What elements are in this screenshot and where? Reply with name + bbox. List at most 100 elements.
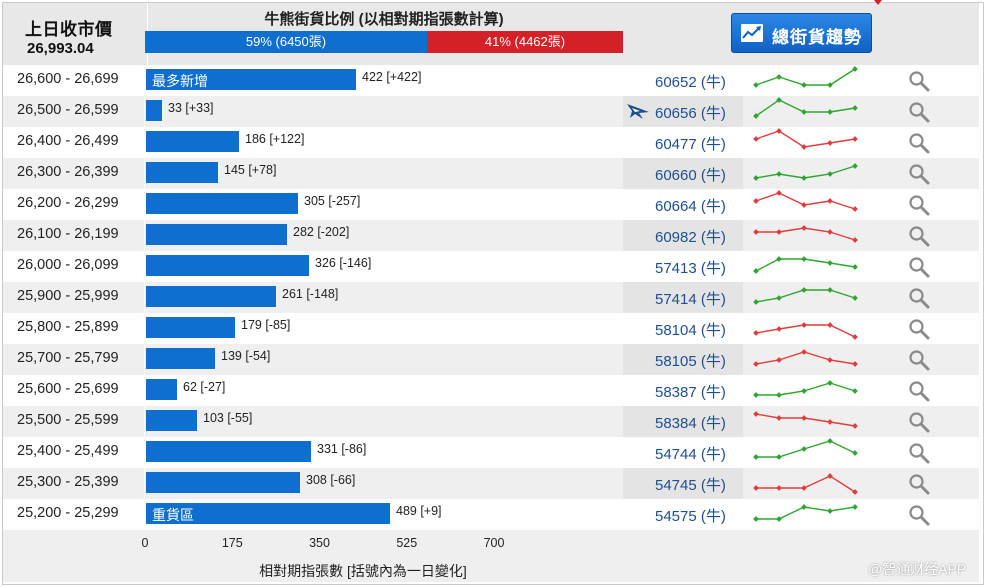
bar-value-label: 326 [-146] — [315, 256, 372, 270]
warrant-code-link[interactable]: 60982 (牛) — [655, 229, 726, 246]
sparkline-point — [852, 450, 858, 456]
sparkline-path — [756, 506, 856, 520]
bar-value-label: 103 [-55] — [203, 411, 253, 425]
sparkline-path — [755, 289, 856, 303]
search-icon[interactable] — [908, 163, 930, 185]
search-icon[interactable] — [908, 225, 930, 247]
table-row: 25,900 - 25,999 261 [-148] 57414 (牛) — [3, 282, 979, 313]
bar[interactable] — [146, 100, 162, 121]
sparkline-point — [776, 74, 782, 80]
bar[interactable] — [146, 286, 276, 307]
price-range-label: 25,400 - 25,499 — [17, 443, 119, 459]
sparkline-point — [827, 287, 833, 293]
sparkline-point — [852, 105, 858, 111]
row-divider — [144, 437, 145, 468]
warrant-code-link[interactable]: 58384 (牛) — [655, 415, 726, 432]
sparkline-point — [753, 299, 759, 305]
sparkline-path — [755, 192, 856, 210]
table-row: 26,000 - 26,099 326 [-146] 57413 (牛) — [3, 251, 979, 282]
sparkline-point — [801, 322, 807, 328]
sparkline-point — [753, 229, 759, 235]
bar[interactable]: 重貨區 — [146, 503, 390, 524]
bar[interactable] — [146, 348, 215, 369]
sparkline-point — [753, 454, 759, 460]
search-icon[interactable] — [908, 132, 930, 154]
bar-value-label: 305 [-257] — [304, 194, 361, 208]
bar[interactable] — [146, 131, 239, 152]
sparkline-path — [755, 68, 856, 86]
x-axis — [3, 530, 979, 582]
total-outstanding-trend-button[interactable]: 總街貨趨勢 — [731, 13, 872, 53]
search-icon[interactable] — [908, 256, 930, 278]
sparkline-point — [776, 516, 782, 522]
warrant-code-link[interactable]: 58104 (牛) — [655, 322, 726, 339]
bar[interactable] — [146, 255, 309, 276]
sparkline-point — [753, 113, 759, 119]
search-icon[interactable] — [908, 349, 930, 371]
bar-value-label: 422 [+422] — [362, 70, 422, 84]
sparkline-point — [852, 295, 858, 301]
sparkline-point — [801, 504, 807, 510]
search-icon[interactable] — [908, 442, 930, 464]
sparkline-point — [776, 485, 782, 491]
price-range-label: 25,200 - 25,299 — [17, 505, 119, 521]
bar[interactable] — [146, 224, 287, 245]
search-icon[interactable] — [908, 194, 930, 216]
warrant-code-link[interactable]: 54745 (牛) — [655, 477, 726, 494]
sparkline-path — [755, 413, 856, 427]
search-icon[interactable] — [908, 70, 930, 92]
bar[interactable]: 最多新增 — [146, 69, 356, 90]
warrant-code-link[interactable]: 60656 (牛) — [655, 105, 726, 122]
search-icon[interactable] — [908, 504, 930, 526]
bar[interactable] — [146, 193, 298, 214]
warrant-code-link[interactable]: 60477 (牛) — [655, 136, 726, 153]
bar[interactable] — [146, 379, 177, 400]
sparkline-point — [776, 171, 782, 177]
warrant-code-cell: 54745 (牛) — [623, 468, 743, 499]
sparkline-point — [827, 140, 833, 146]
search-icon[interactable] — [908, 411, 930, 433]
warrant-code-link[interactable]: 54744 (牛) — [655, 446, 726, 463]
search-icon[interactable] — [908, 101, 930, 123]
search-icon[interactable] — [908, 318, 930, 340]
bar[interactable] — [146, 317, 235, 338]
trend-sparkline — [753, 66, 858, 88]
warrant-code-link[interactable]: 60660 (牛) — [655, 167, 726, 184]
price-range-label: 26,500 - 26,599 — [17, 102, 119, 118]
warrant-code-cell: 58387 (牛) — [623, 375, 743, 406]
sparkline-point — [827, 508, 833, 514]
table-row: 25,400 - 25,499 331 [-86] 54744 (牛) — [3, 437, 979, 468]
sparkline-point — [827, 380, 833, 386]
warrant-code-link[interactable]: 60664 (牛) — [655, 198, 726, 215]
sparkline-point — [801, 287, 807, 293]
search-icon[interactable] — [908, 473, 930, 495]
sparkline-point — [852, 66, 858, 72]
bar[interactable] — [146, 472, 300, 493]
search-icon[interactable] — [908, 287, 930, 309]
sparkline-path — [755, 99, 856, 117]
warrant-code-link[interactable]: 54575 (牛) — [655, 508, 726, 525]
warrant-code-link[interactable]: 60652 (牛) — [655, 74, 726, 91]
sparkline-point — [801, 202, 807, 208]
bar[interactable] — [146, 410, 197, 431]
table-row: 26,200 - 26,299 305 [-257] 60664 (牛) — [3, 189, 979, 220]
bar[interactable] — [146, 162, 218, 183]
sparkline-point — [801, 82, 807, 88]
bar-value-label: 139 [-54] — [221, 349, 271, 363]
warrant-code-link[interactable]: 57413 (牛) — [655, 260, 726, 277]
warrant-code-link[interactable]: 58387 (牛) — [655, 384, 726, 401]
price-range-label: 26,200 - 26,299 — [17, 195, 119, 211]
sparkline-point — [801, 446, 807, 452]
bar-value-label: 261 [-148] — [282, 287, 339, 301]
warrant-code-link[interactable]: 57414 (牛) — [655, 291, 726, 308]
sparkline-point — [776, 229, 782, 235]
row-divider — [144, 96, 145, 127]
trend-sparkline — [753, 504, 858, 522]
x-tick-label: 350 — [309, 536, 330, 550]
price-range-label: 25,900 - 25,999 — [17, 288, 119, 304]
bar[interactable] — [146, 441, 311, 462]
warrant-code-link[interactable]: 58105 (牛) — [655, 353, 726, 370]
search-icon[interactable] — [908, 380, 930, 402]
trend-sparkline — [753, 163, 858, 181]
sparkline-point — [776, 357, 782, 363]
